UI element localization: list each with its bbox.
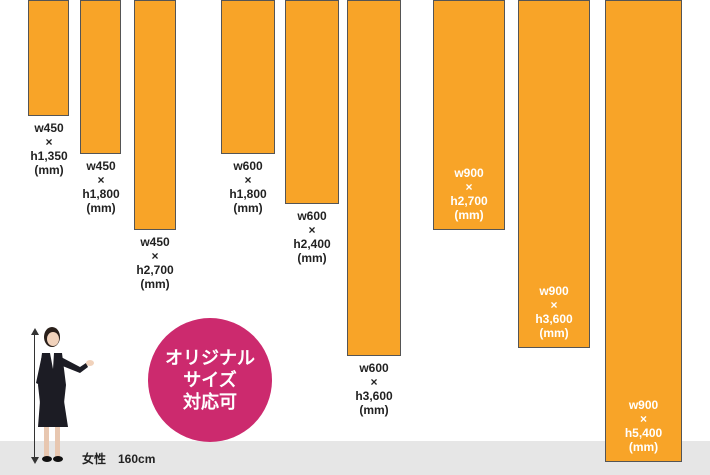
arrow-down-icon xyxy=(31,457,39,464)
custom-size-badge: オリジナル サイズ 対応可 xyxy=(148,318,272,442)
height-line xyxy=(34,333,35,461)
banner-w450-h2700 xyxy=(134,0,176,230)
floor xyxy=(0,441,710,475)
banner-w450-h1800 xyxy=(80,0,121,154)
banner-label-w600-h2400: w600 × h2,400 (mm) xyxy=(293,209,331,265)
arrow-up-icon xyxy=(31,328,39,335)
banner-w450-h1350 xyxy=(28,0,69,116)
banner-w600-h3600 xyxy=(347,0,401,356)
banner-label-w900-h5400: w900 × h5,400 (mm) xyxy=(624,398,663,454)
reference-caption: 女性 160cm xyxy=(82,452,156,466)
banner-label-w450-h2700: w450 × h2,700 (mm) xyxy=(136,235,174,291)
banner-w600-h2400 xyxy=(285,0,339,204)
banner-label-w600-h3600: w600 × h3,600 (mm) xyxy=(355,361,393,417)
banner-w900-h2700 xyxy=(433,0,505,230)
banner-w900-h3600 xyxy=(518,0,590,348)
person-silhouette xyxy=(36,327,94,462)
banner-label-w600-h1800: w600 × h1,800 (mm) xyxy=(229,159,267,215)
banner-w600-h1800 xyxy=(221,0,275,154)
banner-label-w450-h1800: w450 × h1,800 (mm) xyxy=(82,159,120,215)
banner-w900-h5400 xyxy=(605,0,682,462)
banner-label-w450-h1350: w450 × h1,350 (mm) xyxy=(30,121,68,177)
banner-label-w900-h2700: w900 × h2,700 (mm) xyxy=(450,166,488,222)
banner-label-w900-h3600: w900 × h3,600 (mm) xyxy=(535,284,573,340)
